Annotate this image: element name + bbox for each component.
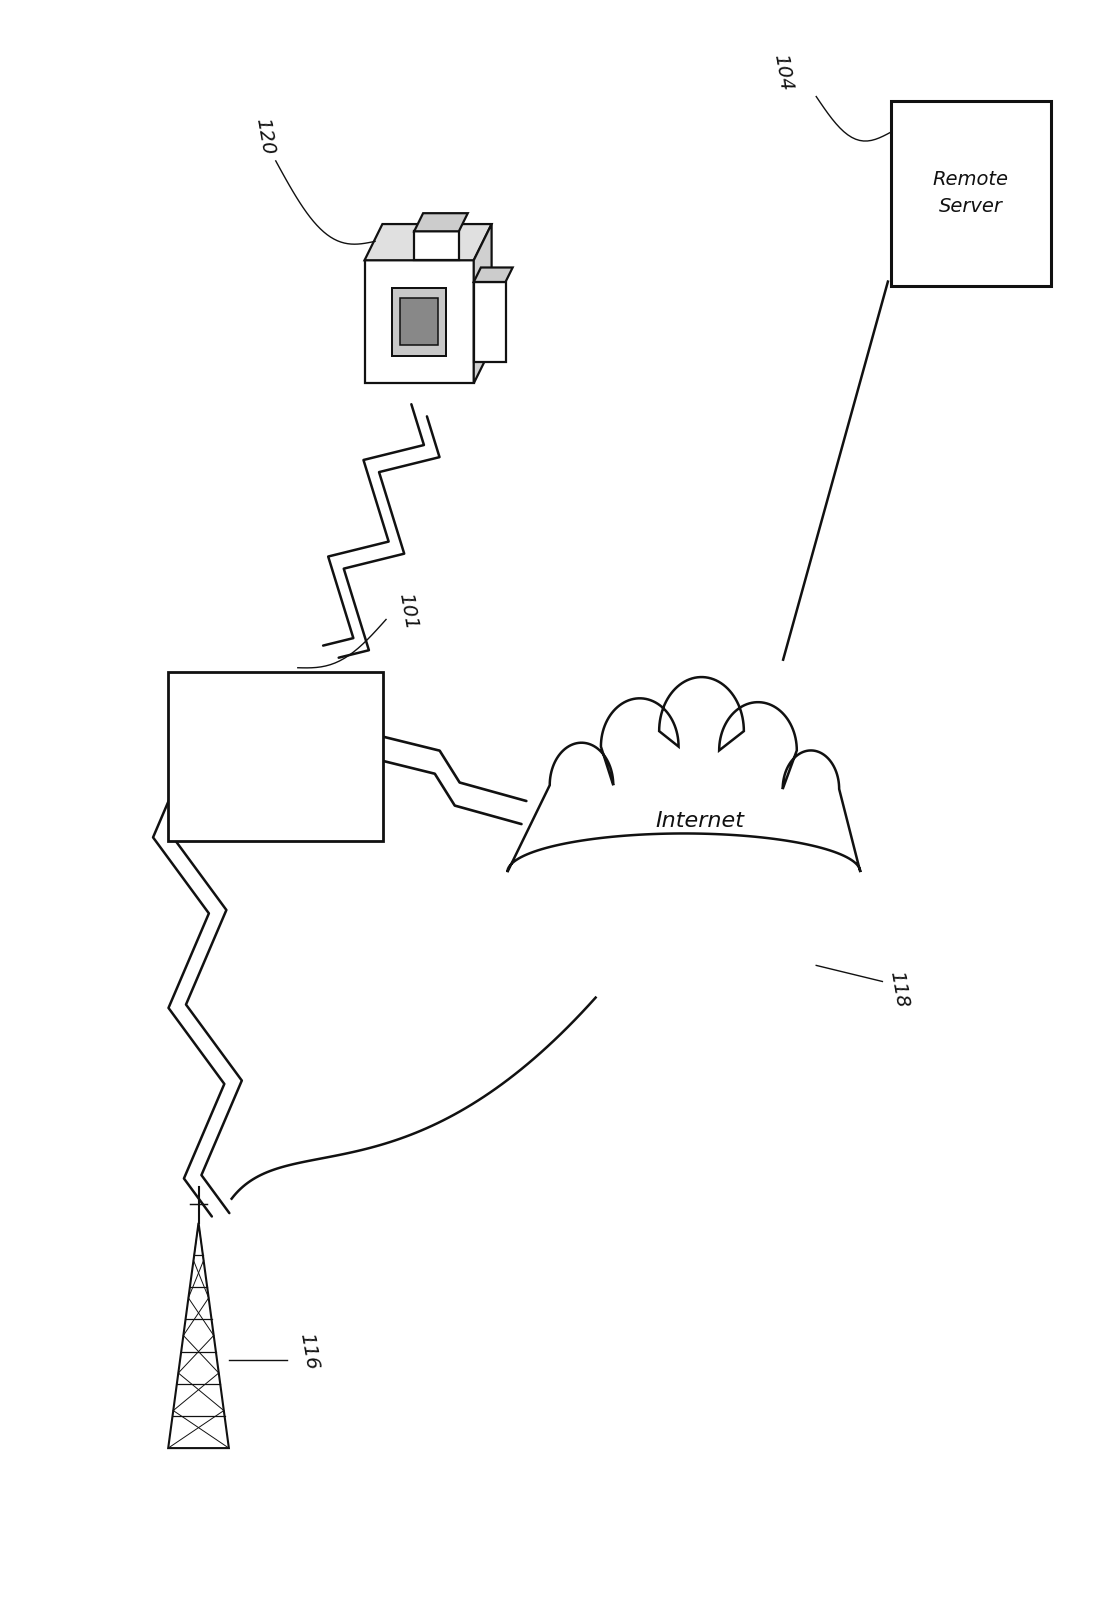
Text: 101: 101 bbox=[396, 592, 420, 631]
Polygon shape bbox=[507, 677, 860, 872]
Bar bbox=[168, 673, 384, 840]
Bar bbox=[891, 101, 1050, 286]
Polygon shape bbox=[415, 212, 468, 232]
Polygon shape bbox=[415, 232, 459, 261]
Polygon shape bbox=[474, 282, 505, 362]
Polygon shape bbox=[474, 267, 513, 282]
Text: 118: 118 bbox=[887, 970, 911, 1009]
Polygon shape bbox=[364, 224, 492, 261]
Polygon shape bbox=[392, 288, 447, 356]
Text: 116: 116 bbox=[297, 1332, 321, 1371]
Text: Internet: Internet bbox=[656, 811, 745, 830]
Text: 120: 120 bbox=[253, 117, 277, 156]
Polygon shape bbox=[364, 261, 474, 383]
Polygon shape bbox=[168, 1223, 229, 1448]
Text: 104: 104 bbox=[771, 53, 795, 92]
Text: Remote
Server: Remote Server bbox=[933, 171, 1008, 216]
Polygon shape bbox=[400, 298, 438, 346]
Polygon shape bbox=[474, 224, 492, 383]
